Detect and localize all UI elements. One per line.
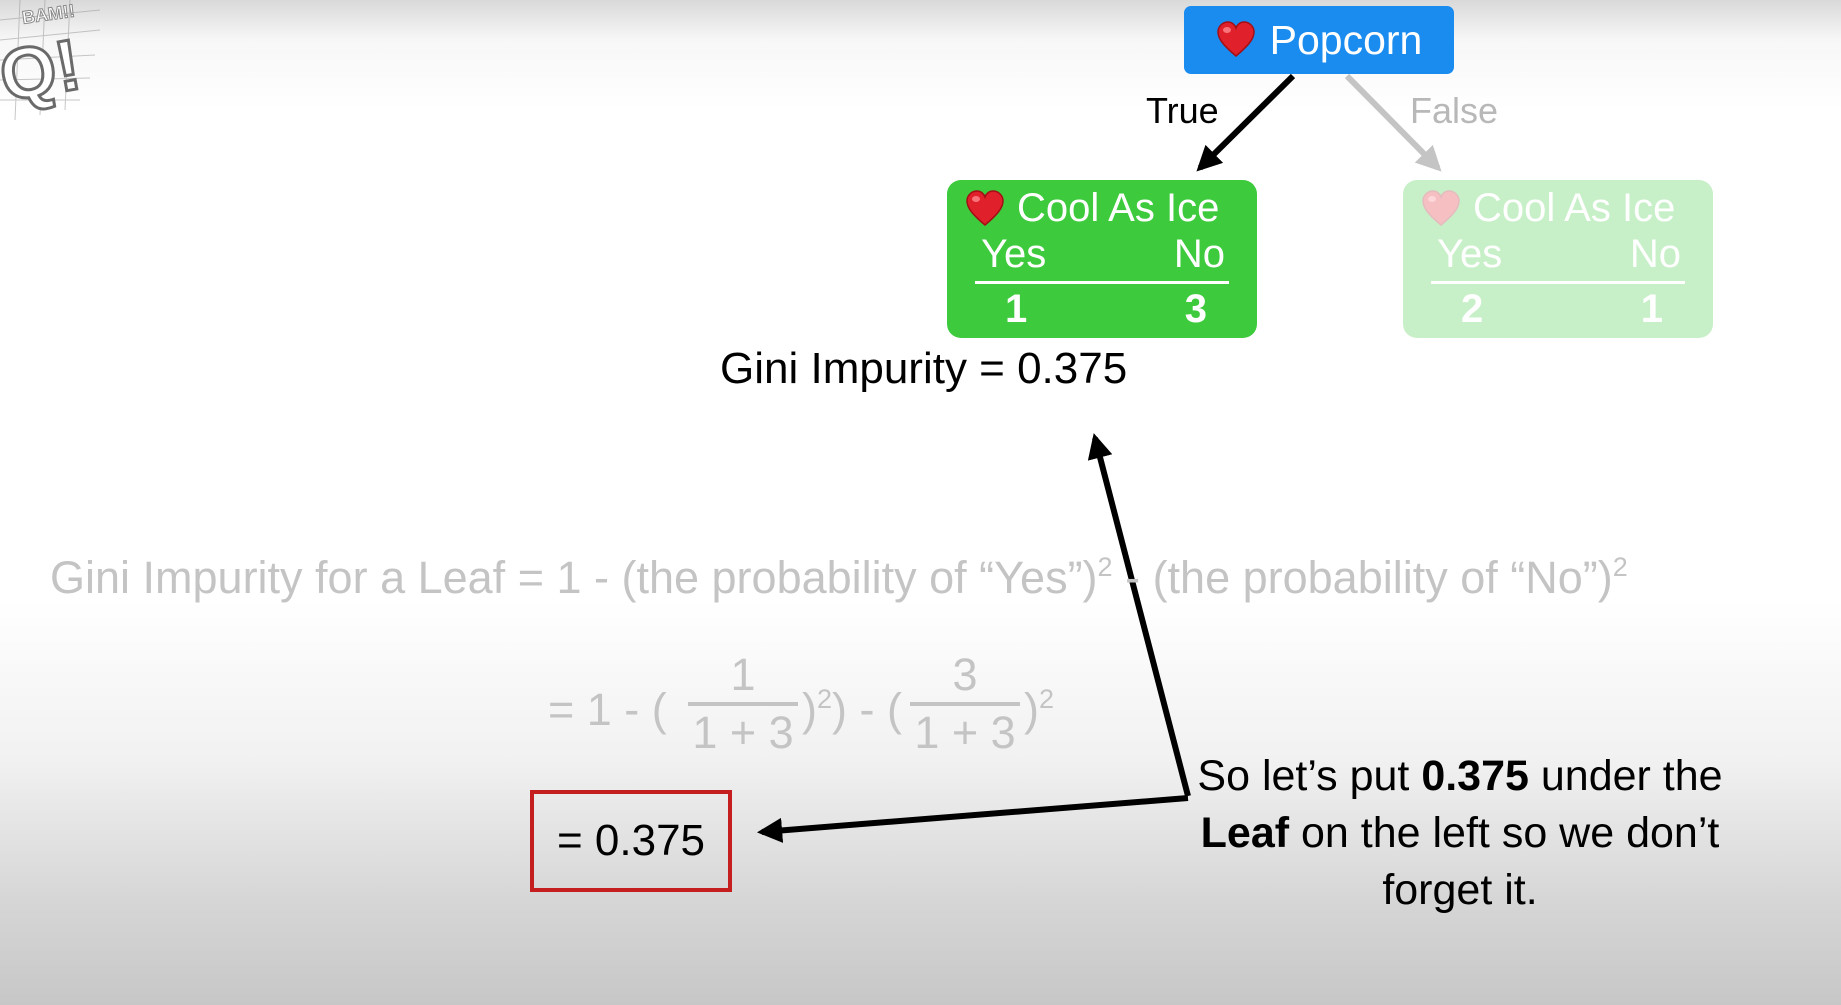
true-branch-arrow bbox=[1196, 73, 1296, 172]
pointer-arrow bbox=[1087, 433, 1191, 797]
root-node-label: Popcorn bbox=[1269, 16, 1423, 63]
note-bold-leaf: Leaf bbox=[1200, 809, 1290, 857]
logo: BAM!! Q! bbox=[0, 0, 101, 121]
leaf-right-no-label: No bbox=[1629, 232, 1681, 276]
leaf-right-no-count: 1 bbox=[1640, 287, 1663, 331]
fraction-yes-numerator: 1 bbox=[730, 649, 756, 700]
heart-icon bbox=[1422, 189, 1460, 226]
explanation-note: So let’s put 0.375 under the Leaf on the… bbox=[1197, 752, 1723, 914]
fraction-no-denominator: 1 + 3 bbox=[914, 707, 1016, 758]
fraction-no-numerator: 3 bbox=[952, 649, 978, 700]
heart-icon bbox=[1216, 21, 1255, 57]
leaf-left-no-label: No bbox=[1173, 232, 1225, 276]
leaf-left-no-count: 3 bbox=[1184, 287, 1207, 331]
true-branch-label: True bbox=[1146, 90, 1219, 131]
false-branch-label: False bbox=[1410, 90, 1499, 131]
highlighted-result-box: = 0.375 bbox=[530, 790, 732, 892]
gini-formula-mid: - (the probability of “No”) bbox=[1112, 552, 1613, 604]
pointer-arrow-base bbox=[756, 795, 1189, 843]
fraction-no: 3 1 + 3 bbox=[910, 652, 1020, 756]
calc-middle: )2) - ( bbox=[802, 684, 902, 736]
leaf-left: Cool As Ice Yes No 1 3 bbox=[947, 180, 1257, 338]
gini-formula-lhs: Gini Impurity for a Leaf = 1 - (the prob… bbox=[50, 552, 1098, 604]
gini-formula: Gini Impurity for a Leaf = 1 - (the prob… bbox=[50, 552, 1628, 604]
false-branch-arrow bbox=[1344, 73, 1442, 172]
root-node-popcorn: Popcorn bbox=[1184, 6, 1454, 74]
leaf-left-yes-count: 1 bbox=[1005, 287, 1028, 331]
calc-prefix: = 1 - ( bbox=[548, 684, 667, 735]
leaf-right-yes-label: Yes bbox=[1437, 232, 1503, 276]
note-bold-value: 0.375 bbox=[1421, 752, 1529, 800]
formula-exponent: 2 bbox=[1612, 552, 1628, 582]
gini-calculation: = 1 - ( 1 1 + 3 )2) - ( 3 1 + 3 )2 bbox=[548, 652, 1068, 762]
leaf-right: Cool As Ice Yes No 2 1 bbox=[1403, 180, 1713, 338]
leaf-right-title: Cool As Ice bbox=[1421, 186, 1675, 231]
heart-icon bbox=[966, 189, 1004, 226]
fraction-yes: 1 1 + 3 bbox=[688, 652, 798, 756]
leaf-right-divider bbox=[1431, 281, 1685, 284]
fraction-yes-denominator: 1 + 3 bbox=[692, 707, 794, 758]
gini-impurity-result: Gini Impurity = 0.375 bbox=[720, 344, 1128, 393]
leaf-left-title: Cool As Ice bbox=[965, 186, 1219, 231]
leaf-left-divider bbox=[975, 281, 1229, 284]
formula-exponent: 2 bbox=[1097, 552, 1113, 582]
calc-suffix: )2 bbox=[1024, 684, 1055, 736]
svg-text:Q!: Q! bbox=[0, 25, 86, 118]
leaf-right-yes-count: 2 bbox=[1461, 287, 1484, 331]
leaf-left-title-text: Cool As Ice bbox=[1017, 186, 1220, 230]
leaf-right-title-text: Cool As Ice bbox=[1473, 186, 1676, 230]
leaf-left-yes-label: Yes bbox=[981, 232, 1047, 276]
